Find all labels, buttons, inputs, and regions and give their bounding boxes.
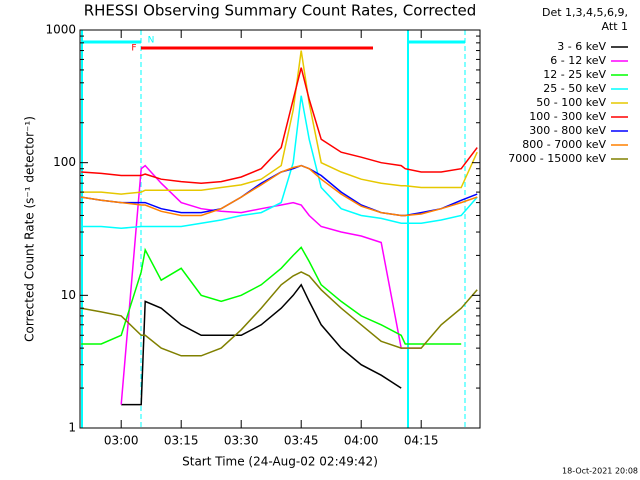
series-line bbox=[81, 164, 478, 217]
y-tick-label: 1 bbox=[68, 421, 76, 435]
x-tick-label: 04:15 bbox=[404, 434, 439, 448]
series-line bbox=[81, 67, 478, 184]
series-line bbox=[81, 50, 478, 195]
chart-title: RHESSI Observing Summary Count Rates, Co… bbox=[84, 2, 477, 20]
legend-label: 25 - 50 keV bbox=[543, 82, 606, 95]
flag-label: F bbox=[131, 44, 136, 54]
x-tick-label: 03:00 bbox=[104, 434, 139, 448]
x-axis-label: Start Time (24-Aug-02 02:49:42) bbox=[182, 455, 378, 469]
legend-label: 100 - 300 keV bbox=[529, 110, 606, 123]
plot-frame bbox=[79, 29, 481, 429]
legend-label: 800 - 7000 keV bbox=[522, 138, 606, 151]
legend-label: 300 - 800 keV bbox=[529, 124, 606, 137]
legend-label: 50 - 100 keV bbox=[536, 96, 606, 109]
legend-header: Det 1,3,4,5,6,9, bbox=[542, 6, 628, 19]
legend-header: Att 1 bbox=[602, 20, 628, 33]
timestamp: 18-Oct-2021 20:08 bbox=[562, 467, 638, 476]
x-tick-label: 03:45 bbox=[284, 434, 319, 448]
x-tick-label: 03:30 bbox=[224, 434, 259, 448]
legend-label: 6 - 12 keV bbox=[550, 54, 606, 67]
series-line bbox=[120, 164, 422, 405]
flags: N F bbox=[81, 30, 466, 428]
y-axis-label: Corrected Count Rate (s⁻¹ detector⁻¹) bbox=[23, 116, 37, 342]
x-tick-label: 04:00 bbox=[344, 434, 379, 448]
series-line bbox=[81, 246, 462, 345]
x-tick-label: 03:15 bbox=[164, 434, 199, 448]
plot-area bbox=[81, 50, 478, 406]
legend-label: 7000 - 15000 keV bbox=[508, 152, 606, 165]
legend-label: 3 - 6 keV bbox=[557, 40, 606, 53]
series-line bbox=[121, 283, 402, 406]
y-tick-label: 10 bbox=[61, 288, 76, 302]
legend-label: 12 - 25 keV bbox=[543, 68, 606, 81]
y-tick-label: 1000 bbox=[45, 23, 76, 37]
y-tick-label: 100 bbox=[53, 155, 76, 169]
series-line bbox=[81, 95, 478, 230]
flag-label: N bbox=[148, 36, 155, 46]
series-line bbox=[81, 271, 478, 357]
